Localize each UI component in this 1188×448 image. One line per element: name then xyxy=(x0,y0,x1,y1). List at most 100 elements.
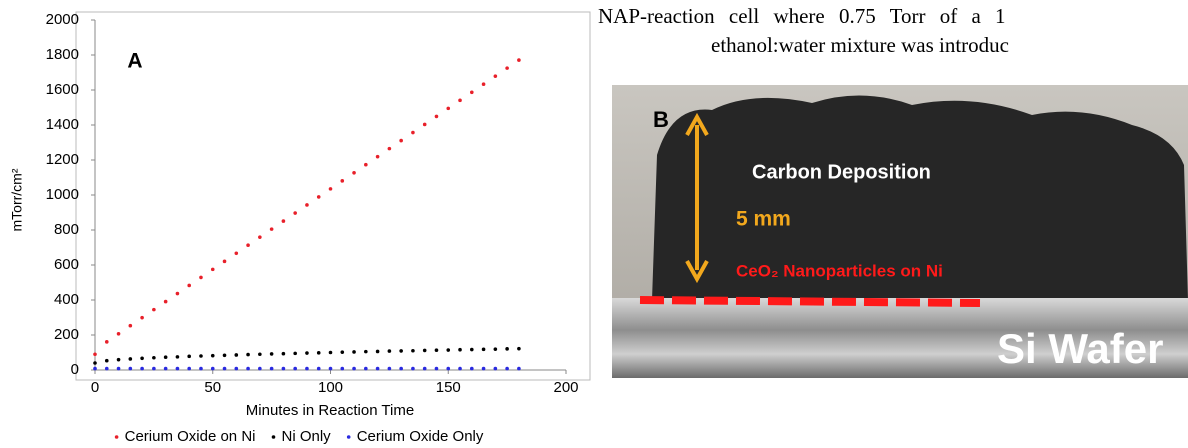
data-point xyxy=(316,195,321,199)
data-point xyxy=(316,366,321,371)
carbon-deposit xyxy=(652,95,1188,301)
photo-label: Si Wafer xyxy=(997,325,1163,372)
data-point xyxy=(411,366,415,371)
y-tick-label: 0 xyxy=(71,361,79,378)
data-point xyxy=(446,348,451,352)
plot-frame xyxy=(75,11,591,381)
data-point xyxy=(293,351,297,356)
photo-label: CeO₂ Nanoparticles on Ni xyxy=(736,261,943,280)
data-point xyxy=(258,235,262,239)
data-point xyxy=(199,366,203,371)
data-point xyxy=(152,355,156,360)
data-point xyxy=(387,349,392,353)
panel-label: B xyxy=(653,107,669,132)
data-point xyxy=(187,283,191,288)
data-point xyxy=(340,350,345,354)
data-point xyxy=(128,323,133,328)
y-tick-label: 1600 xyxy=(46,81,79,98)
data-point xyxy=(281,219,286,223)
y-tick-label: 600 xyxy=(54,256,79,273)
data-point xyxy=(246,352,250,357)
data-point xyxy=(305,351,309,355)
data-point xyxy=(352,366,356,371)
data-point xyxy=(175,355,180,359)
data-point xyxy=(152,307,156,312)
data-point xyxy=(269,366,274,371)
data-point xyxy=(470,90,474,95)
y-tick-label: 1400 xyxy=(46,116,79,133)
wafer xyxy=(612,298,1188,378)
data-point xyxy=(116,331,121,336)
data-point xyxy=(399,138,403,143)
body-text-line: NAP-reaction cell where 0.75 Torr of a 1 xyxy=(598,4,1006,28)
data-point xyxy=(470,347,474,352)
x-tick-label: 100 xyxy=(318,379,343,396)
data-point xyxy=(93,361,97,365)
data-point xyxy=(481,366,486,371)
data-point xyxy=(446,106,451,111)
data-point xyxy=(104,340,109,344)
data-point xyxy=(505,66,509,70)
data-point xyxy=(364,349,368,354)
data-point xyxy=(293,366,297,371)
x-tick-label: 200 xyxy=(553,379,578,396)
data-point xyxy=(187,354,191,359)
data-point xyxy=(93,366,97,371)
data-point xyxy=(234,366,239,371)
x-tick-label: 0 xyxy=(91,379,99,396)
data-point xyxy=(199,354,203,358)
data-point xyxy=(352,350,356,354)
data-point xyxy=(269,227,274,231)
data-point xyxy=(434,114,439,119)
data-point xyxy=(481,347,486,352)
data-point xyxy=(411,348,415,353)
photo: B Carbon Deposition 5 mm CeO₂ Nanopartic… xyxy=(612,85,1188,378)
data-point xyxy=(104,358,109,363)
data-point xyxy=(422,122,427,127)
photo-label: Carbon Deposition xyxy=(752,161,931,183)
data-point xyxy=(328,187,333,191)
data-point xyxy=(163,299,168,304)
data-point xyxy=(352,170,356,175)
data-point xyxy=(305,366,309,371)
legend-label: Ni Only xyxy=(282,428,332,445)
data-point xyxy=(517,346,521,351)
data-point xyxy=(163,355,168,360)
data-point xyxy=(422,348,427,353)
data-point xyxy=(434,366,439,371)
data-point xyxy=(340,179,345,183)
data-point xyxy=(446,366,451,371)
data-point xyxy=(505,366,509,371)
data-point xyxy=(104,366,109,371)
x-axis-label: Minutes in Reaction Time xyxy=(246,402,414,419)
data-point xyxy=(199,275,203,280)
data-point xyxy=(387,146,392,151)
data-point xyxy=(210,267,215,272)
data-point xyxy=(470,366,474,371)
data-point xyxy=(116,357,121,362)
data-point xyxy=(93,352,97,357)
data-point xyxy=(175,291,180,296)
y-tick-label: 400 xyxy=(54,291,79,308)
y-tick-label: 1000 xyxy=(46,186,79,203)
data-point xyxy=(422,366,427,371)
legend-label: Cerium Oxide on Ni xyxy=(125,428,256,445)
y-tick-label: 2000 xyxy=(46,11,79,28)
data-point xyxy=(517,366,521,371)
data-point xyxy=(375,154,380,159)
data-point xyxy=(305,203,309,207)
data-point xyxy=(517,58,521,62)
legend-marker xyxy=(114,435,119,439)
data-point xyxy=(128,357,133,361)
layer-line xyxy=(639,296,981,307)
data-point xyxy=(375,366,380,371)
data-point xyxy=(493,366,498,371)
data-point xyxy=(293,211,297,215)
data-point xyxy=(140,366,144,371)
data-point xyxy=(387,366,392,371)
data-point xyxy=(458,347,462,352)
data-point xyxy=(458,366,462,371)
data-point xyxy=(258,366,262,371)
data-point xyxy=(399,349,403,353)
data-point xyxy=(493,74,498,78)
